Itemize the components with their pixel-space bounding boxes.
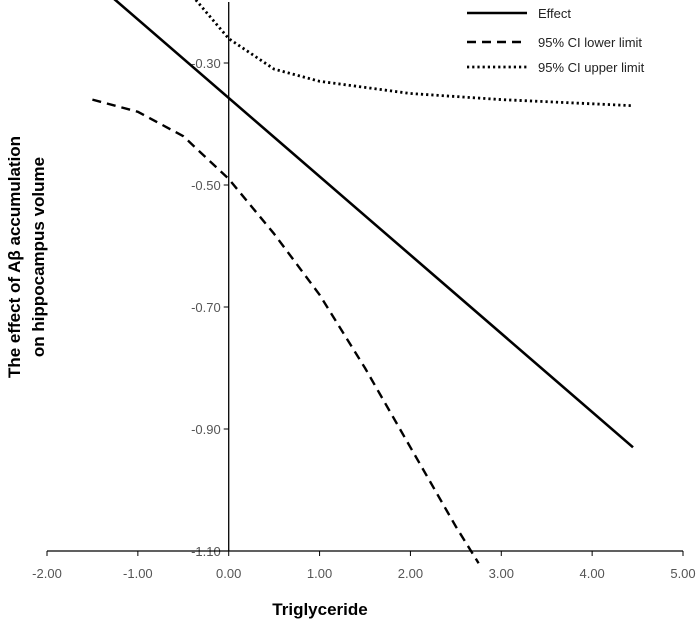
y-tick-label: -0.30 xyxy=(191,56,221,71)
x-tick-label: 5.00 xyxy=(670,566,695,581)
y-axis-title-line: on hippocampus volume xyxy=(29,157,48,357)
x-tick-label: -1.00 xyxy=(123,566,153,581)
y-tick-label: -0.50 xyxy=(191,178,221,193)
series-lines xyxy=(92,0,634,564)
legend-label: 95% CI lower limit xyxy=(538,35,642,50)
y-tick-label: -0.70 xyxy=(191,300,221,315)
x-tick-label: 1.00 xyxy=(307,566,332,581)
x-tick-label: -2.00 xyxy=(32,566,62,581)
legend: Effect 95% CI lower limit 95% CI upper lim… xyxy=(467,6,645,75)
x-tick-label: 0.00 xyxy=(216,566,241,581)
x-tick-label: 4.00 xyxy=(579,566,604,581)
y-axis-title: The effect of Aβ accumulation on hippocam… xyxy=(5,136,48,378)
y-axis-ticks: -0.30-0.50-0.70-0.90-1.10 xyxy=(191,56,229,559)
y-axis-title-line: The effect of Aβ accumulation xyxy=(5,136,24,378)
legend-label: Effect xyxy=(538,6,571,21)
y-tick-label: -0.90 xyxy=(191,422,221,437)
series-line-dashed xyxy=(92,98,480,564)
axes xyxy=(47,2,683,552)
series-line-solid xyxy=(113,0,634,449)
x-tick-label: 3.00 xyxy=(489,566,514,581)
x-axis-ticks: -2.00 -1.00 0.00 1.00 2.00 3.00 4.00 5.00 xyxy=(32,551,696,581)
x-tick-label: 2.00 xyxy=(398,566,423,581)
series-line-dotted xyxy=(194,0,634,108)
legend-label: 95% CI upper limit xyxy=(538,60,645,75)
x-axis-title: Triglyceride xyxy=(272,600,367,619)
